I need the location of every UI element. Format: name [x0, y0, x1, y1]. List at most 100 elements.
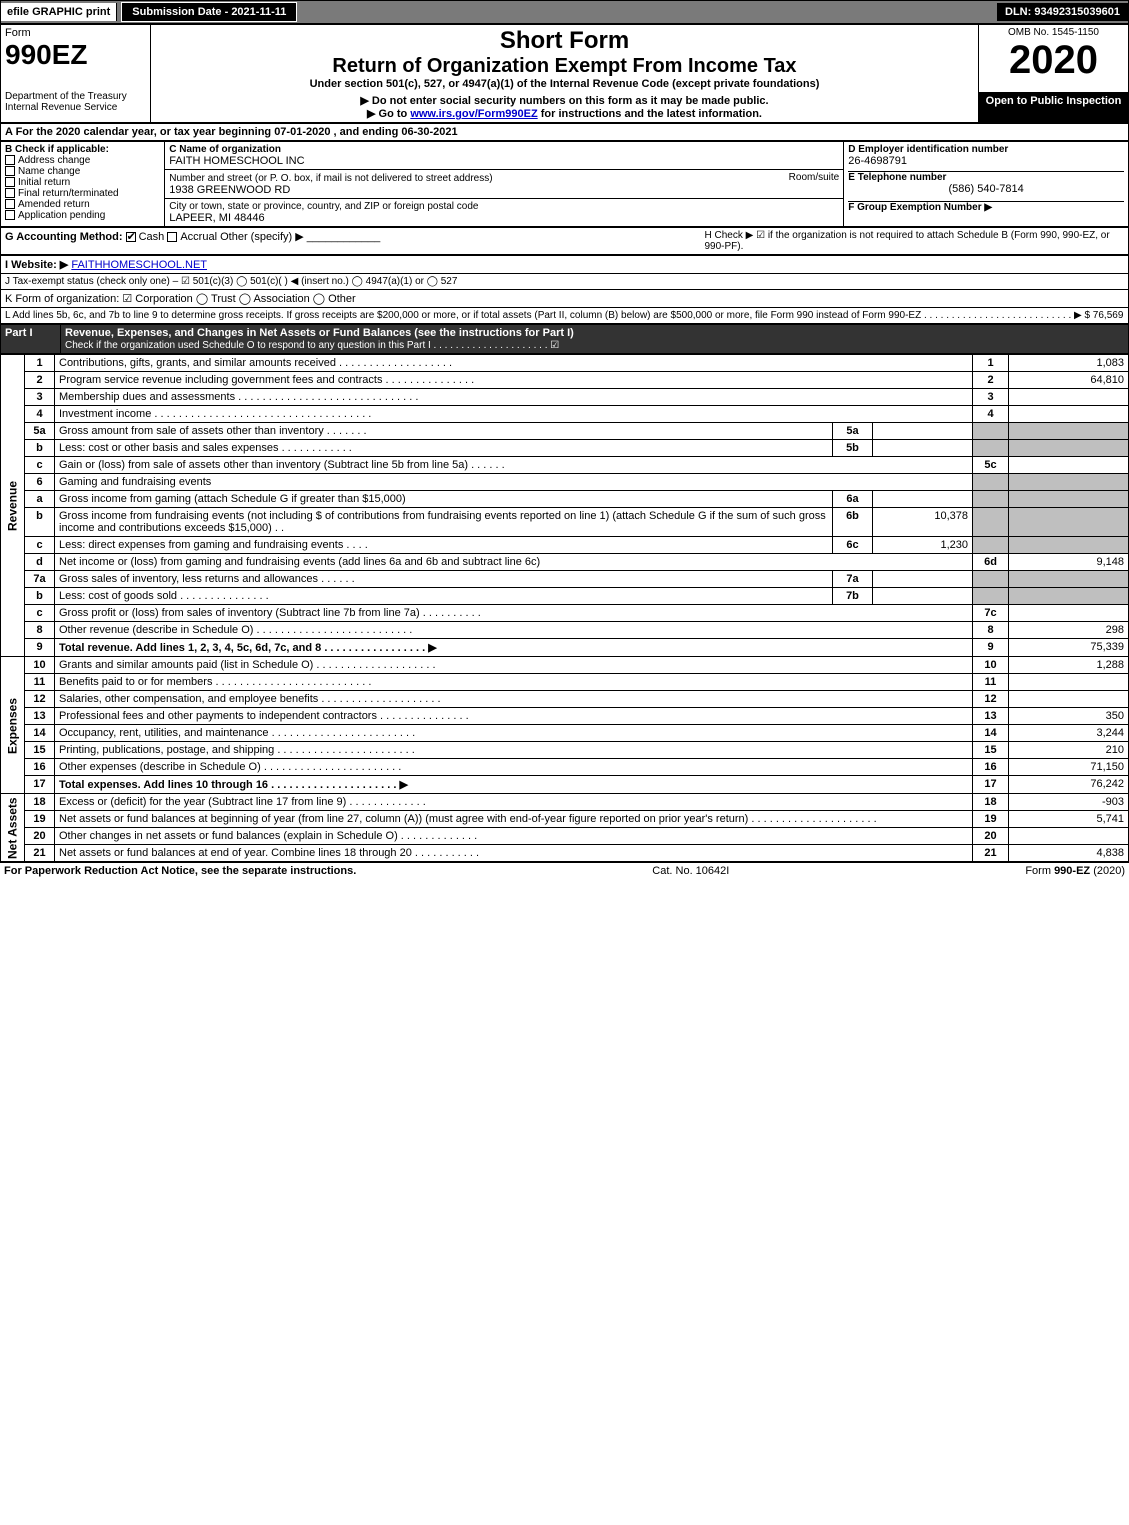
- section-label: Net Assets: [1, 794, 25, 862]
- subline-value: 10,378: [872, 508, 972, 537]
- line-text: Printing, publications, postage, and shi…: [55, 742, 973, 759]
- part1-heading: Revenue, Expenses, and Changes in Net As…: [61, 325, 1129, 354]
- box-b-option[interactable]: Application pending: [5, 210, 160, 221]
- line-number: 19: [25, 811, 55, 828]
- line-number: 9: [25, 639, 55, 657]
- subline-value: [872, 423, 972, 440]
- footer-left: For Paperwork Reduction Act Notice, see …: [4, 865, 356, 877]
- line-text: Net income or (loss) from gaming and fun…: [55, 554, 973, 571]
- line-result-number: 20: [973, 828, 1009, 845]
- line-text: Net assets or fund balances at beginning…: [55, 811, 973, 828]
- line-text: Gross profit or (loss) from sales of inv…: [55, 605, 973, 622]
- line-result-value: 350: [1009, 708, 1129, 725]
- subline-number: 6a: [832, 491, 872, 508]
- line-result-value: -903: [1009, 794, 1129, 811]
- line-row: 21Net assets or fund balances at end of …: [1, 845, 1129, 862]
- form-number: 990EZ: [5, 39, 146, 71]
- line-number: 2: [25, 372, 55, 389]
- line-number: b: [25, 508, 55, 537]
- line-number: a: [25, 491, 55, 508]
- org-name: FAITH HOMESCHOOL INC: [169, 155, 839, 167]
- ijk-block: I Website: ▶ FAITHHOMESCHOOL.NET J Tax-e…: [0, 255, 1129, 324]
- note-link: ▶ Go to www.irs.gov/Form990EZ for instru…: [155, 107, 974, 120]
- line-result-value: 4,838: [1009, 845, 1129, 862]
- box-b-option[interactable]: Amended return: [5, 199, 160, 210]
- form-label: Form: [5, 27, 146, 39]
- line-result-value: 1,288: [1009, 657, 1129, 674]
- box-b-option[interactable]: Name change: [5, 166, 160, 177]
- line-result-number: 7c: [973, 605, 1009, 622]
- line-row: 19Net assets or fund balances at beginni…: [1, 811, 1129, 828]
- line-row: 3Membership dues and assessments . . . .…: [1, 389, 1129, 406]
- top-bar: efile GRAPHIC print Submission Date - 20…: [0, 0, 1129, 24]
- line-number: 17: [25, 776, 55, 794]
- line-result-value: 298: [1009, 622, 1129, 639]
- subline-number: 5a: [832, 423, 872, 440]
- line-result-number: 1: [973, 355, 1009, 372]
- line-result-number: 18: [973, 794, 1009, 811]
- line-row: 17Total expenses. Add lines 10 through 1…: [1, 776, 1129, 794]
- box-i-label: I Website: ▶: [5, 259, 68, 271]
- cash-label: Cash: [139, 231, 165, 243]
- box-b-option[interactable]: Initial return: [5, 177, 160, 188]
- footer: For Paperwork Reduction Act Notice, see …: [0, 862, 1129, 879]
- line-row: 5aGross amount from sale of assets other…: [1, 423, 1129, 440]
- accrual-label: Accrual: [180, 231, 217, 243]
- gh-block: G Accounting Method: Cash Accrual Other …: [0, 227, 1129, 255]
- box-h-label: H Check ▶ ☑ if the organization is not r…: [705, 230, 1125, 252]
- line-text: Benefits paid to or for members . . . . …: [55, 674, 973, 691]
- line-text: Program service revenue including govern…: [55, 372, 973, 389]
- cash-checkbox[interactable]: [126, 232, 136, 242]
- line-result-number: 5c: [973, 457, 1009, 474]
- irs-link[interactable]: www.irs.gov/Form990EZ: [410, 108, 537, 120]
- line-result-value: 3,244: [1009, 725, 1129, 742]
- line-number: 7a: [25, 571, 55, 588]
- line-number: b: [25, 440, 55, 457]
- line-row: cGain or (loss) from sale of assets othe…: [1, 457, 1129, 474]
- line-number: 4: [25, 406, 55, 423]
- box-b-option[interactable]: Final return/terminated: [5, 188, 160, 199]
- line-result-number: 13: [973, 708, 1009, 725]
- line-text: Gross amount from sale of assets other t…: [55, 423, 833, 440]
- box-b-option[interactable]: Address change: [5, 155, 160, 166]
- line-row: bGross income from fundraising events (n…: [1, 508, 1129, 537]
- line-row: 4Investment income . . . . . . . . . . .…: [1, 406, 1129, 423]
- line-row: 11Benefits paid to or for members . . . …: [1, 674, 1129, 691]
- line-row: 7aGross sales of inventory, less returns…: [1, 571, 1129, 588]
- line-row: cGross profit or (loss) from sales of in…: [1, 605, 1129, 622]
- line-result-value: [1009, 691, 1129, 708]
- line-result-value: [1009, 389, 1129, 406]
- line-text: Total revenue. Add lines 1, 2, 3, 4, 5c,…: [55, 639, 973, 657]
- submission-date: Submission Date - 2021-11-11: [121, 2, 297, 22]
- line-text: Gross sales of inventory, less returns a…: [55, 571, 833, 588]
- line-number: 11: [25, 674, 55, 691]
- line-text: Grants and similar amounts paid (list in…: [55, 657, 973, 674]
- city-label: City or town, state or province, country…: [169, 201, 839, 212]
- room-label: Room/suite: [789, 172, 840, 183]
- line-number: 18: [25, 794, 55, 811]
- line-result-number: 15: [973, 742, 1009, 759]
- box-k-label: K Form of organization: ☑ Corporation ◯ …: [1, 290, 1129, 308]
- subline-number: 7a: [832, 571, 872, 588]
- line-row: 15Printing, publications, postage, and s…: [1, 742, 1129, 759]
- line-text: Less: direct expenses from gaming and fu…: [55, 537, 833, 554]
- accrual-checkbox[interactable]: [167, 232, 177, 242]
- line-row: dNet income or (loss) from gaming and fu…: [1, 554, 1129, 571]
- website-link[interactable]: FAITHHOMESCHOOL.NET: [71, 259, 207, 271]
- line-text: Gross income from fundraising events (no…: [55, 508, 833, 537]
- line-result-number: 12: [973, 691, 1009, 708]
- line-result-number: 21: [973, 845, 1009, 862]
- line-row: Revenue1Contributions, gifts, grants, an…: [1, 355, 1129, 372]
- subline-number: 7b: [832, 588, 872, 605]
- omb-number: OMB No. 1545-1150: [983, 27, 1124, 38]
- line-text: Gross income from gaming (attach Schedul…: [55, 491, 833, 508]
- line-row: 9Total revenue. Add lines 1, 2, 3, 4, 5c…: [1, 639, 1129, 657]
- line-result-number: 10: [973, 657, 1009, 674]
- line-number: 5a: [25, 423, 55, 440]
- line-number: 16: [25, 759, 55, 776]
- line-text: Less: cost of goods sold . . . . . . . .…: [55, 588, 833, 605]
- line-number: 8: [25, 622, 55, 639]
- line-row: bLess: cost of goods sold . . . . . . . …: [1, 588, 1129, 605]
- line-text: Gain or (loss) from sale of assets other…: [55, 457, 973, 474]
- line-row: 2Program service revenue including gover…: [1, 372, 1129, 389]
